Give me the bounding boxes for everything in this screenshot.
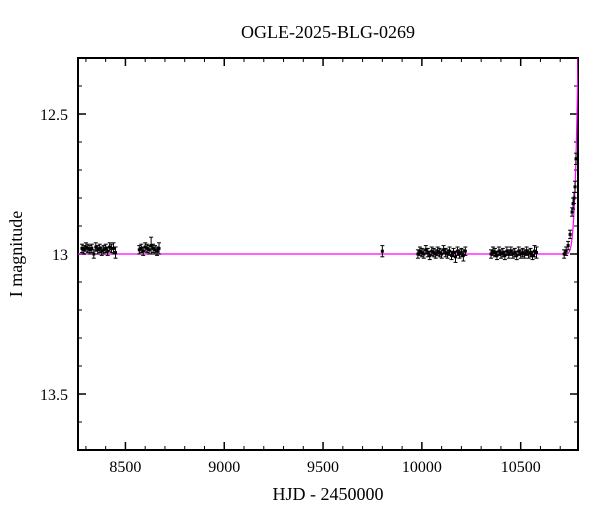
y-tick-label: 13.5 xyxy=(40,387,68,404)
chart-svg: OGLE-2025-BLG-0269 HJD - 2450000 I magnitu… xyxy=(0,0,600,512)
chart-container: OGLE-2025-BLG-0269 HJD - 2450000 I magnitu… xyxy=(0,0,600,512)
x-tick-label: 10000 xyxy=(402,459,442,476)
x-axis-label: HJD - 2450000 xyxy=(273,484,384,504)
data-point xyxy=(148,248,151,251)
data-point xyxy=(574,185,577,188)
data-point xyxy=(567,244,570,247)
data-point xyxy=(92,253,95,256)
data-point xyxy=(535,251,538,254)
x-tick-label: 9500 xyxy=(307,459,339,476)
data-point xyxy=(575,157,578,160)
model-line xyxy=(78,58,578,254)
x-tick-label: 10500 xyxy=(501,459,541,476)
data-point xyxy=(464,250,467,253)
data-point xyxy=(571,211,574,214)
x-tick-label: 9000 xyxy=(208,459,240,476)
data-point xyxy=(158,247,161,250)
data-point xyxy=(573,197,576,200)
y-axis-label: I magnitude xyxy=(6,211,26,297)
y-tick-label: 12.5 xyxy=(40,107,68,124)
data-point xyxy=(381,250,384,253)
y-tick-label: 13 xyxy=(52,247,68,264)
data-point xyxy=(156,250,159,253)
data-point xyxy=(569,233,572,236)
x-tick-label: 8500 xyxy=(109,459,141,476)
data-point xyxy=(460,251,463,254)
chart-title: OGLE-2025-BLG-0269 xyxy=(241,22,415,42)
plot-area xyxy=(78,58,578,262)
data-point xyxy=(114,251,117,254)
